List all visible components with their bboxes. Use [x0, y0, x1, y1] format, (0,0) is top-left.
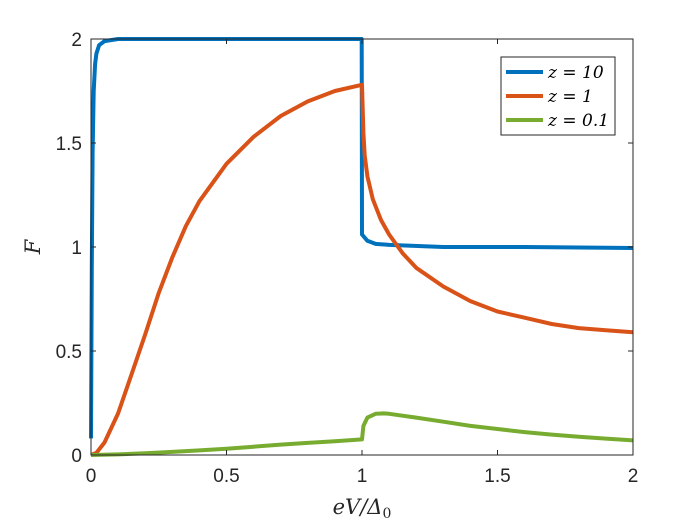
y-tick-label: 0.5: [56, 342, 82, 363]
legend-label-1: z = 1: [547, 87, 593, 107]
ticks-layer: 0 0.5 1 1.5 2 0 0.5 1 1.5 2: [56, 30, 639, 487]
legend-label-2: z = 0.1: [547, 111, 609, 131]
y-tick-label: 2: [71, 30, 82, 51]
series-line-2: [90, 411, 634, 457]
x-tick-label: 0: [86, 466, 97, 487]
y-axis-label: F: [21, 238, 45, 255]
x-axis-label: eV/Δ0: [333, 495, 392, 522]
legend: z = 10 z = 1 z = 0.1: [500, 56, 616, 136]
y-tick-label: 1: [71, 238, 82, 259]
legend-entries: z = 10 z = 1 z = 0.1: [506, 63, 609, 131]
x-tick-label: 0.5: [213, 466, 239, 487]
y-tick-label: 0: [71, 446, 82, 467]
x-tick-label: 1.5: [484, 466, 510, 487]
series-line-1: [90, 82, 634, 457]
legend-label-0: z = 10: [547, 63, 604, 83]
y-tick-label: 1.5: [56, 134, 82, 155]
x-tick-label: 1: [357, 466, 368, 487]
x-tick-label: 2: [628, 466, 639, 487]
